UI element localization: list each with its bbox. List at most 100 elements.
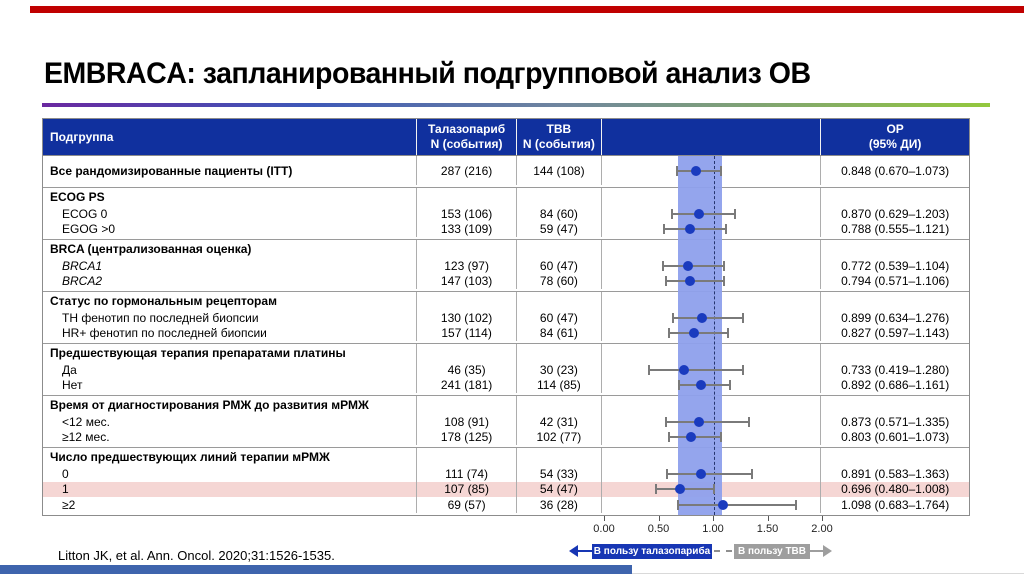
hr-ci-text: 0.899 (0.634–1.276) xyxy=(841,310,950,325)
section-header-label: Время от диагностирования РМЖ до развити… xyxy=(43,396,418,414)
ci-cap-right xyxy=(725,224,727,235)
table-row: ≥2 69 (57) 36 (28) 1.098 (0.683–1.764) xyxy=(43,497,969,513)
subgroup-label: ≥12 мес. xyxy=(43,429,418,445)
hr-ci-text: 0.803 (0.601–1.073) xyxy=(841,430,950,445)
talazoparib-n: 147 (103) xyxy=(417,273,517,289)
ci-cap-left xyxy=(671,208,674,219)
hr-ci-text: 1.098 (0.683–1.764) xyxy=(841,497,950,512)
hr-ci-text: 0.794 (0.571–1.106) xyxy=(841,274,950,289)
tbb-n: 60 (47) xyxy=(517,310,602,326)
table-section: Статус по гормональным рецепторам ТН фено… xyxy=(43,291,969,343)
table-row: Все рандомизированные пациенты (ITT) 287 … xyxy=(43,156,969,185)
tbb-n: 30 (23) xyxy=(517,362,602,378)
tbb-n: 59 (47) xyxy=(517,221,602,237)
talazoparib-n: 178 (125) xyxy=(417,429,517,445)
tbb-n: 54 (33) xyxy=(517,466,602,482)
forest-plot-cell xyxy=(602,429,822,445)
forest-plot-cell xyxy=(602,481,822,497)
tbb-n: 84 (60) xyxy=(517,206,602,222)
hr-point xyxy=(718,499,729,510)
talazoparib-n: 157 (114) xyxy=(417,325,517,341)
ci-line xyxy=(667,472,753,475)
ci-line xyxy=(649,368,744,371)
axis-tick-label: 0.50 xyxy=(647,522,670,535)
hr-point xyxy=(688,328,699,339)
hr-point xyxy=(678,364,689,375)
ci-cap-left xyxy=(663,224,666,235)
section-header-label: Статус по гормональным рецепторам xyxy=(43,292,418,310)
table-section: ECOG PS ECOG 0 153 (106) 84 (60) 0.870 (0.62… xyxy=(43,187,969,239)
forest-plot-cell xyxy=(602,156,822,185)
table-header-row: Подгруппа Талазопариб N (события) ТВВ N … xyxy=(42,118,970,155)
subgroup-label: EGOG >0 xyxy=(43,221,418,237)
subgroup-label: 0 xyxy=(43,466,418,482)
ci-line xyxy=(666,280,725,283)
forest-plot-cell xyxy=(602,325,822,341)
talazoparib-n: 153 (106) xyxy=(417,206,517,222)
subgroup-forest-table: Подгруппа Талазопариб N (события) ТВВ N … xyxy=(42,118,970,570)
ci-cap-right xyxy=(712,484,715,495)
subgroup-label: Все рандомизированные пациенты (ITT) xyxy=(43,156,418,185)
hr-point xyxy=(693,416,704,427)
ci-cap-right xyxy=(751,468,754,479)
tbb-n: 102 (77) xyxy=(517,429,602,445)
ci-cap-right xyxy=(719,165,722,176)
subgroup-label: Нет xyxy=(43,377,418,393)
ci-cap-right xyxy=(729,380,732,391)
forest-plot-cell xyxy=(602,414,822,430)
axis-tick-label: 1.00 xyxy=(702,522,724,535)
hr-ci-text: 0.848 (0.670–1.073) xyxy=(841,163,950,178)
axis-tick-label: 1.50 xyxy=(756,522,779,535)
axis-tick xyxy=(822,515,823,521)
ci-line xyxy=(656,488,714,491)
table-row: ECOG 0 153 (106) 84 (60) 0.870 (0.629–1.203… xyxy=(43,206,969,222)
table-row: 1 107 (85) 54 (47) 0.696 (0.480–1.008) xyxy=(43,481,969,497)
table-row: BRCA2 147 (103) 78 (60) 0.794 (0.571–1.106) xyxy=(43,273,969,289)
table-row: ≥12 мес. 178 (125) 102 (77) 0.803 (0.601–1.… xyxy=(43,429,969,445)
ci-cap-left xyxy=(677,499,680,510)
table-row: Нет 241 (181) 114 (85) 0.892 (0.686–1.161) xyxy=(43,377,969,393)
page-title: EMBRACA: запланированный подгрупповой ан… xyxy=(44,57,811,90)
hr-point xyxy=(696,380,707,391)
talazoparib-n: 111 (74) xyxy=(417,466,517,482)
talazoparib-n: 46 (35) xyxy=(417,362,517,378)
table-row: BRCA1 123 (97) 60 (47) 0.772 (0.539–1.104) xyxy=(43,258,969,274)
subgroup-label: 1 xyxy=(43,481,418,497)
talazoparib-n: 108 (91) xyxy=(417,414,517,430)
hr-point xyxy=(674,484,685,495)
section-header-label: Число предшествующих линий терапии мРМЖ xyxy=(43,448,418,466)
reference-line xyxy=(714,156,715,515)
favors-connector-line xyxy=(714,549,732,552)
talazoparib-n: 130 (102) xyxy=(417,310,517,326)
hr-point xyxy=(686,432,697,443)
hr-ci-text: 0.873 (0.571–1.335) xyxy=(841,414,950,429)
hr-point xyxy=(684,224,695,235)
favors-talazoparib-label: В пользу талазопариба xyxy=(592,543,712,559)
talazoparib-n: 287 (216) xyxy=(417,156,517,185)
subgroup-label: ≥2 xyxy=(43,497,418,513)
subgroup-label: HR+ фенотип по последней биопсии xyxy=(43,325,418,341)
talazoparib-n: 107 (85) xyxy=(417,481,517,497)
section-header-label: ECOG PS xyxy=(43,188,418,206)
section-header-row: BRCA (централизованная оценка) xyxy=(43,240,969,258)
ci-cap-left xyxy=(666,468,669,479)
table-section: Число предшествующих линий терапии мРМЖ 0… xyxy=(43,447,969,515)
section-header-row: Статус по гормональным рецепторам xyxy=(43,292,969,310)
plot-axis: В пользу талазопариба В пользу ТВВ 0.00 0… xyxy=(42,515,970,570)
table-row: Да 46 (35) 30 (23) 0.733 (0.419–1.280) xyxy=(43,362,969,378)
favors-right-arrow-icon xyxy=(823,545,832,557)
ci-cap-right xyxy=(795,499,798,510)
talazoparib-n: 241 (181) xyxy=(417,377,517,393)
axis-tick xyxy=(713,515,714,521)
forest-plot-cell xyxy=(602,258,822,274)
forest-plot-cell xyxy=(602,273,822,289)
forest-plot-cell xyxy=(602,377,822,393)
section-header-label: Предшествующая терапия препаратами плати… xyxy=(43,344,418,362)
ci-cap-left xyxy=(667,328,670,339)
ci-cap-right xyxy=(723,276,726,287)
hr-point xyxy=(696,312,707,323)
table-section: Время от диагностирования РМЖ до развити… xyxy=(43,395,969,447)
table-section: Все рандомизированные пациенты (ITT) 287 … xyxy=(43,156,969,187)
ci-cap-left xyxy=(675,165,678,176)
